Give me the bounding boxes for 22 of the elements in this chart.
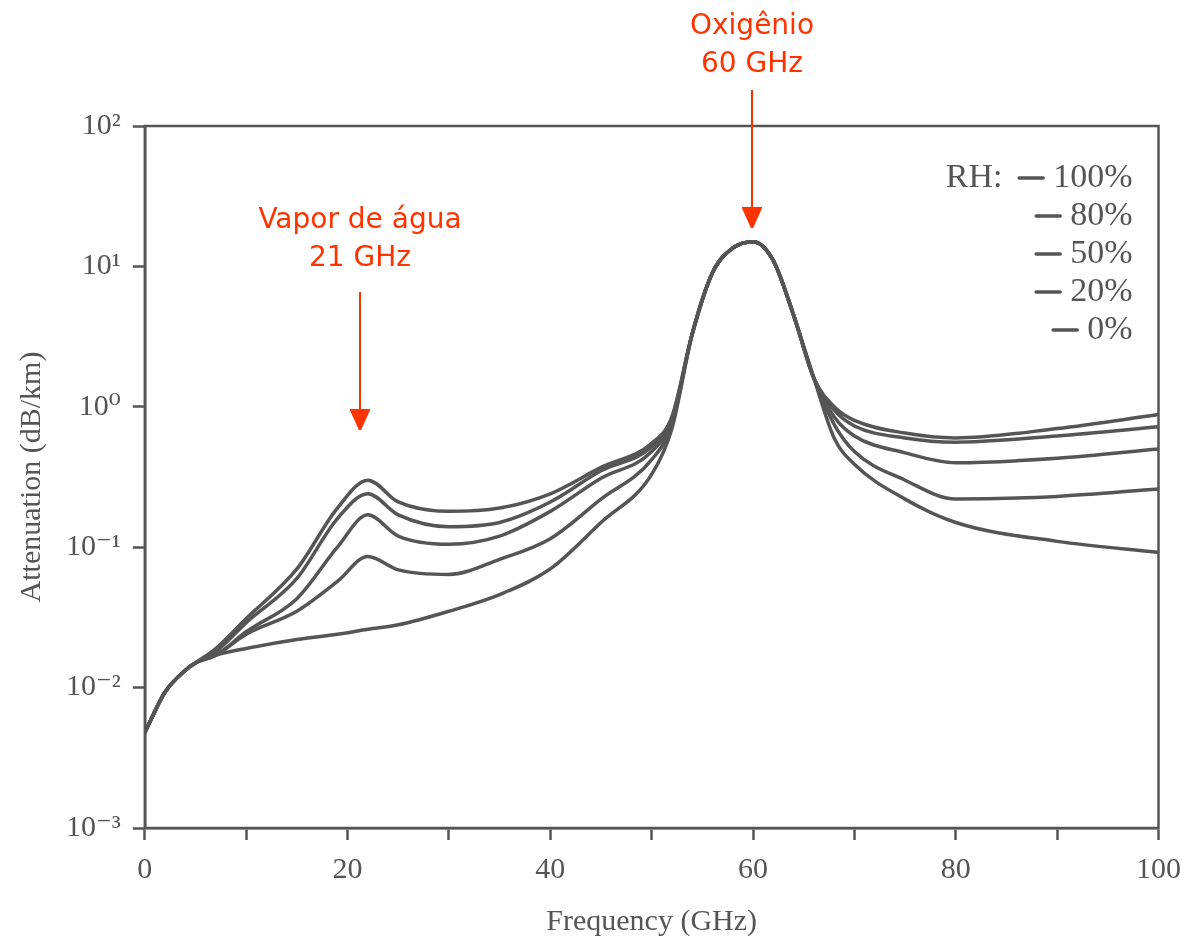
x-axis-title: Frequency (GHz) bbox=[546, 902, 758, 937]
x-tick-label: 80 bbox=[940, 850, 971, 884]
text: Oxigênio 60 GHz bbox=[688, 7, 815, 81]
legend-label: 20% bbox=[1070, 270, 1133, 308]
x-tick-label: 0 bbox=[137, 850, 153, 884]
y-tick-label: 10⁰ bbox=[78, 387, 121, 421]
y-tick-label: 10² bbox=[81, 106, 121, 140]
y-axis-title: Attenuation (dB/km) bbox=[12, 351, 47, 603]
x-tick-label: 60 bbox=[738, 850, 769, 884]
legend-label: 0% bbox=[1087, 308, 1133, 346]
y-tick-label: 10⁻³ bbox=[65, 808, 121, 842]
legend-label: 50% bbox=[1070, 232, 1133, 270]
legend-label: 100% bbox=[1053, 156, 1133, 194]
x-tick-label: 20 bbox=[332, 850, 363, 884]
x-tick-label: 40 bbox=[535, 850, 566, 884]
legend-label: 80% bbox=[1070, 194, 1133, 232]
y-tick-label: 10⁻¹ bbox=[65, 528, 121, 562]
y-tick-label: 10⁻² bbox=[65, 668, 121, 702]
y-tick-label: 10¹ bbox=[81, 247, 121, 281]
annotation: Vapor de água 21 GHz bbox=[257, 201, 463, 275]
x-tick-label: 100 bbox=[1136, 850, 1181, 884]
legend-title: RH: bbox=[945, 156, 1003, 194]
